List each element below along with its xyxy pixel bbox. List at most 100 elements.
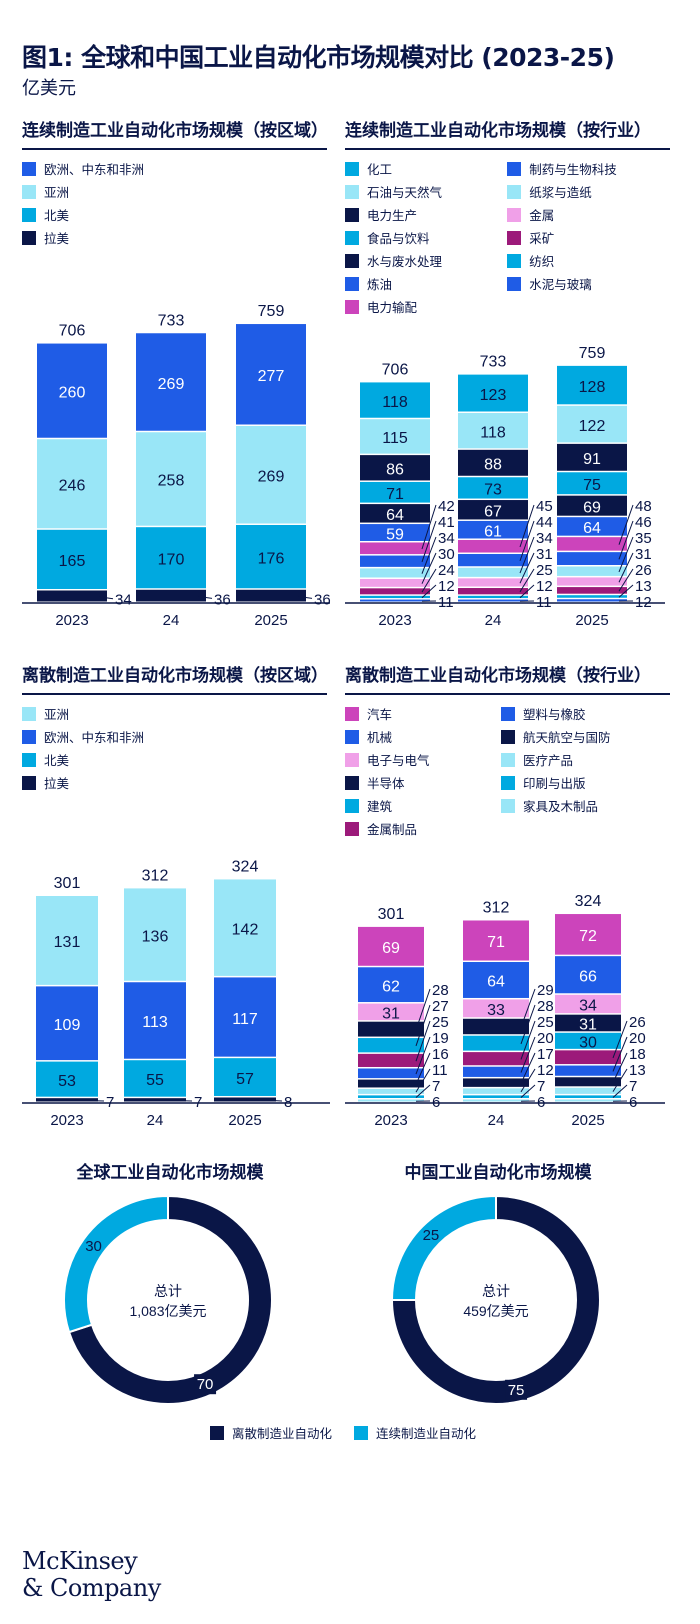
legend-item: 纸浆与造纸 xyxy=(507,183,670,200)
legend-item: 北美 xyxy=(22,751,327,768)
legend-item: 电力生产 xyxy=(345,206,495,223)
bar-segment xyxy=(360,524,430,541)
data-label: 34 xyxy=(579,998,597,1015)
legend-swatch xyxy=(507,207,522,222)
data-label: 258 xyxy=(158,473,185,490)
bar-segment xyxy=(37,343,107,438)
legend-item: 化工 xyxy=(345,160,495,177)
bar-segment xyxy=(358,1021,424,1037)
legend-swatch xyxy=(22,752,36,767)
legend-swatch xyxy=(210,1425,224,1440)
leader-line xyxy=(98,596,114,600)
data-label: 13 xyxy=(629,1062,646,1079)
legend-item: 金属制品 xyxy=(345,820,489,837)
legend-label: 金属 xyxy=(529,208,555,223)
bar-segment xyxy=(360,555,430,567)
leader-line xyxy=(519,584,535,599)
chart-title: 离散制造工业自动化市场规模（按区域） xyxy=(22,665,328,695)
center-label: 总计 xyxy=(154,1283,182,1299)
total-label: 759 xyxy=(258,303,285,320)
leader-line xyxy=(618,552,634,583)
data-label: 165 xyxy=(59,553,86,570)
total-label: 759 xyxy=(579,345,606,362)
bar-segment xyxy=(458,595,528,599)
data-label: 48 xyxy=(635,498,652,515)
bar-segment xyxy=(458,500,528,520)
legend-item: 亚洲 xyxy=(22,705,327,722)
legend-label: 半导体 xyxy=(367,776,405,791)
bar-segment xyxy=(36,1098,98,1102)
category-label: 24 xyxy=(163,612,180,629)
leader-line xyxy=(519,520,535,562)
bar-segment xyxy=(463,1066,529,1077)
bar-segment xyxy=(463,1035,529,1051)
legend-swatch xyxy=(345,821,359,836)
data-label: 118 xyxy=(382,394,408,411)
data-label: 12 xyxy=(635,594,652,611)
data-label: 115 xyxy=(382,430,408,447)
legend-label: 北美 xyxy=(44,753,70,768)
bar-segment xyxy=(458,567,528,577)
data-label: 13 xyxy=(635,578,652,595)
bar-segment xyxy=(360,568,430,578)
bar-segment xyxy=(557,365,627,405)
slice-label: 75 xyxy=(508,1382,525,1399)
leader-line xyxy=(612,1068,628,1092)
category-label: 2023 xyxy=(55,612,88,629)
bar-segment xyxy=(557,517,627,536)
data-label: 30 xyxy=(579,1035,597,1052)
donut-legend: 离散制造业自动化 连续制造业自动化 xyxy=(210,1424,476,1441)
legend-label: 家具及木制品 xyxy=(523,799,599,814)
legend-swatch xyxy=(22,184,36,199)
logo-line1: McKinsey xyxy=(22,1547,138,1575)
category-label: 2025 xyxy=(254,612,287,629)
legend-label: 欧洲、中东和非洲 xyxy=(44,730,145,745)
category-label: 2023 xyxy=(374,1112,407,1129)
data-label: 45 xyxy=(536,498,553,515)
bar-segment xyxy=(463,1099,529,1102)
bar-segment xyxy=(36,986,98,1061)
leader-line xyxy=(612,1036,628,1072)
legend-item: 半导体 xyxy=(345,774,489,791)
legend-swatch xyxy=(501,798,515,813)
leader-line xyxy=(421,504,437,550)
data-label: 6 xyxy=(629,1094,637,1111)
legend-swatch xyxy=(345,299,359,314)
bar-segment xyxy=(214,879,276,976)
leader-line xyxy=(618,568,634,592)
legend-item: 亚洲 xyxy=(22,183,327,200)
donut-charts: 70 30 总计 1,083亿美元 75 25 总计 459亿美元 xyxy=(63,1194,601,1405)
data-label: 118 xyxy=(480,424,506,441)
legend-item: 水泥与玻璃 xyxy=(507,275,670,292)
legend-swatch xyxy=(22,775,36,790)
data-label: 128 xyxy=(579,379,606,396)
legend-label: 石油与天然气 xyxy=(367,185,443,200)
donut-title-china: 中国工业自动化市场规模 xyxy=(404,1163,592,1183)
donut-slice xyxy=(63,1194,169,1334)
bar-segment xyxy=(555,1032,621,1049)
leader-line xyxy=(612,1052,628,1083)
data-label: 42 xyxy=(438,498,455,515)
leader-line xyxy=(421,520,437,563)
bar-segment xyxy=(214,977,276,1057)
legend-item: 机械 xyxy=(345,728,489,745)
leader-line xyxy=(421,584,437,599)
legend: 汽车 机械 电子与电气 半导体 建筑 金属制品 塑料与橡胶 航天航空与国防 医疗产品 印刷与出版家… xyxy=(345,705,670,837)
category-label: 2023 xyxy=(50,1112,83,1129)
data-label: 11 xyxy=(438,594,454,611)
leader-line xyxy=(415,988,431,1031)
leader-line xyxy=(618,536,634,573)
bar-segment xyxy=(136,333,206,431)
data-label: 28 xyxy=(432,982,449,999)
data-label: 136 xyxy=(142,928,169,945)
legend-swatch xyxy=(345,729,359,744)
legend-swatch xyxy=(345,752,359,767)
total-label: 301 xyxy=(378,906,405,923)
bar-segment xyxy=(555,914,621,955)
data-label: 57 xyxy=(236,1071,254,1088)
bar-segment xyxy=(555,994,621,1014)
chart-continuous-by-region: 连续制造工业自动化市场规模（按区域） 欧洲、中东和非洲 亚洲 北美 拉美 xyxy=(22,120,328,246)
bar-segment xyxy=(557,405,627,443)
legend-label: 食品与饮料 xyxy=(367,231,430,246)
data-label: 31 xyxy=(536,546,553,563)
